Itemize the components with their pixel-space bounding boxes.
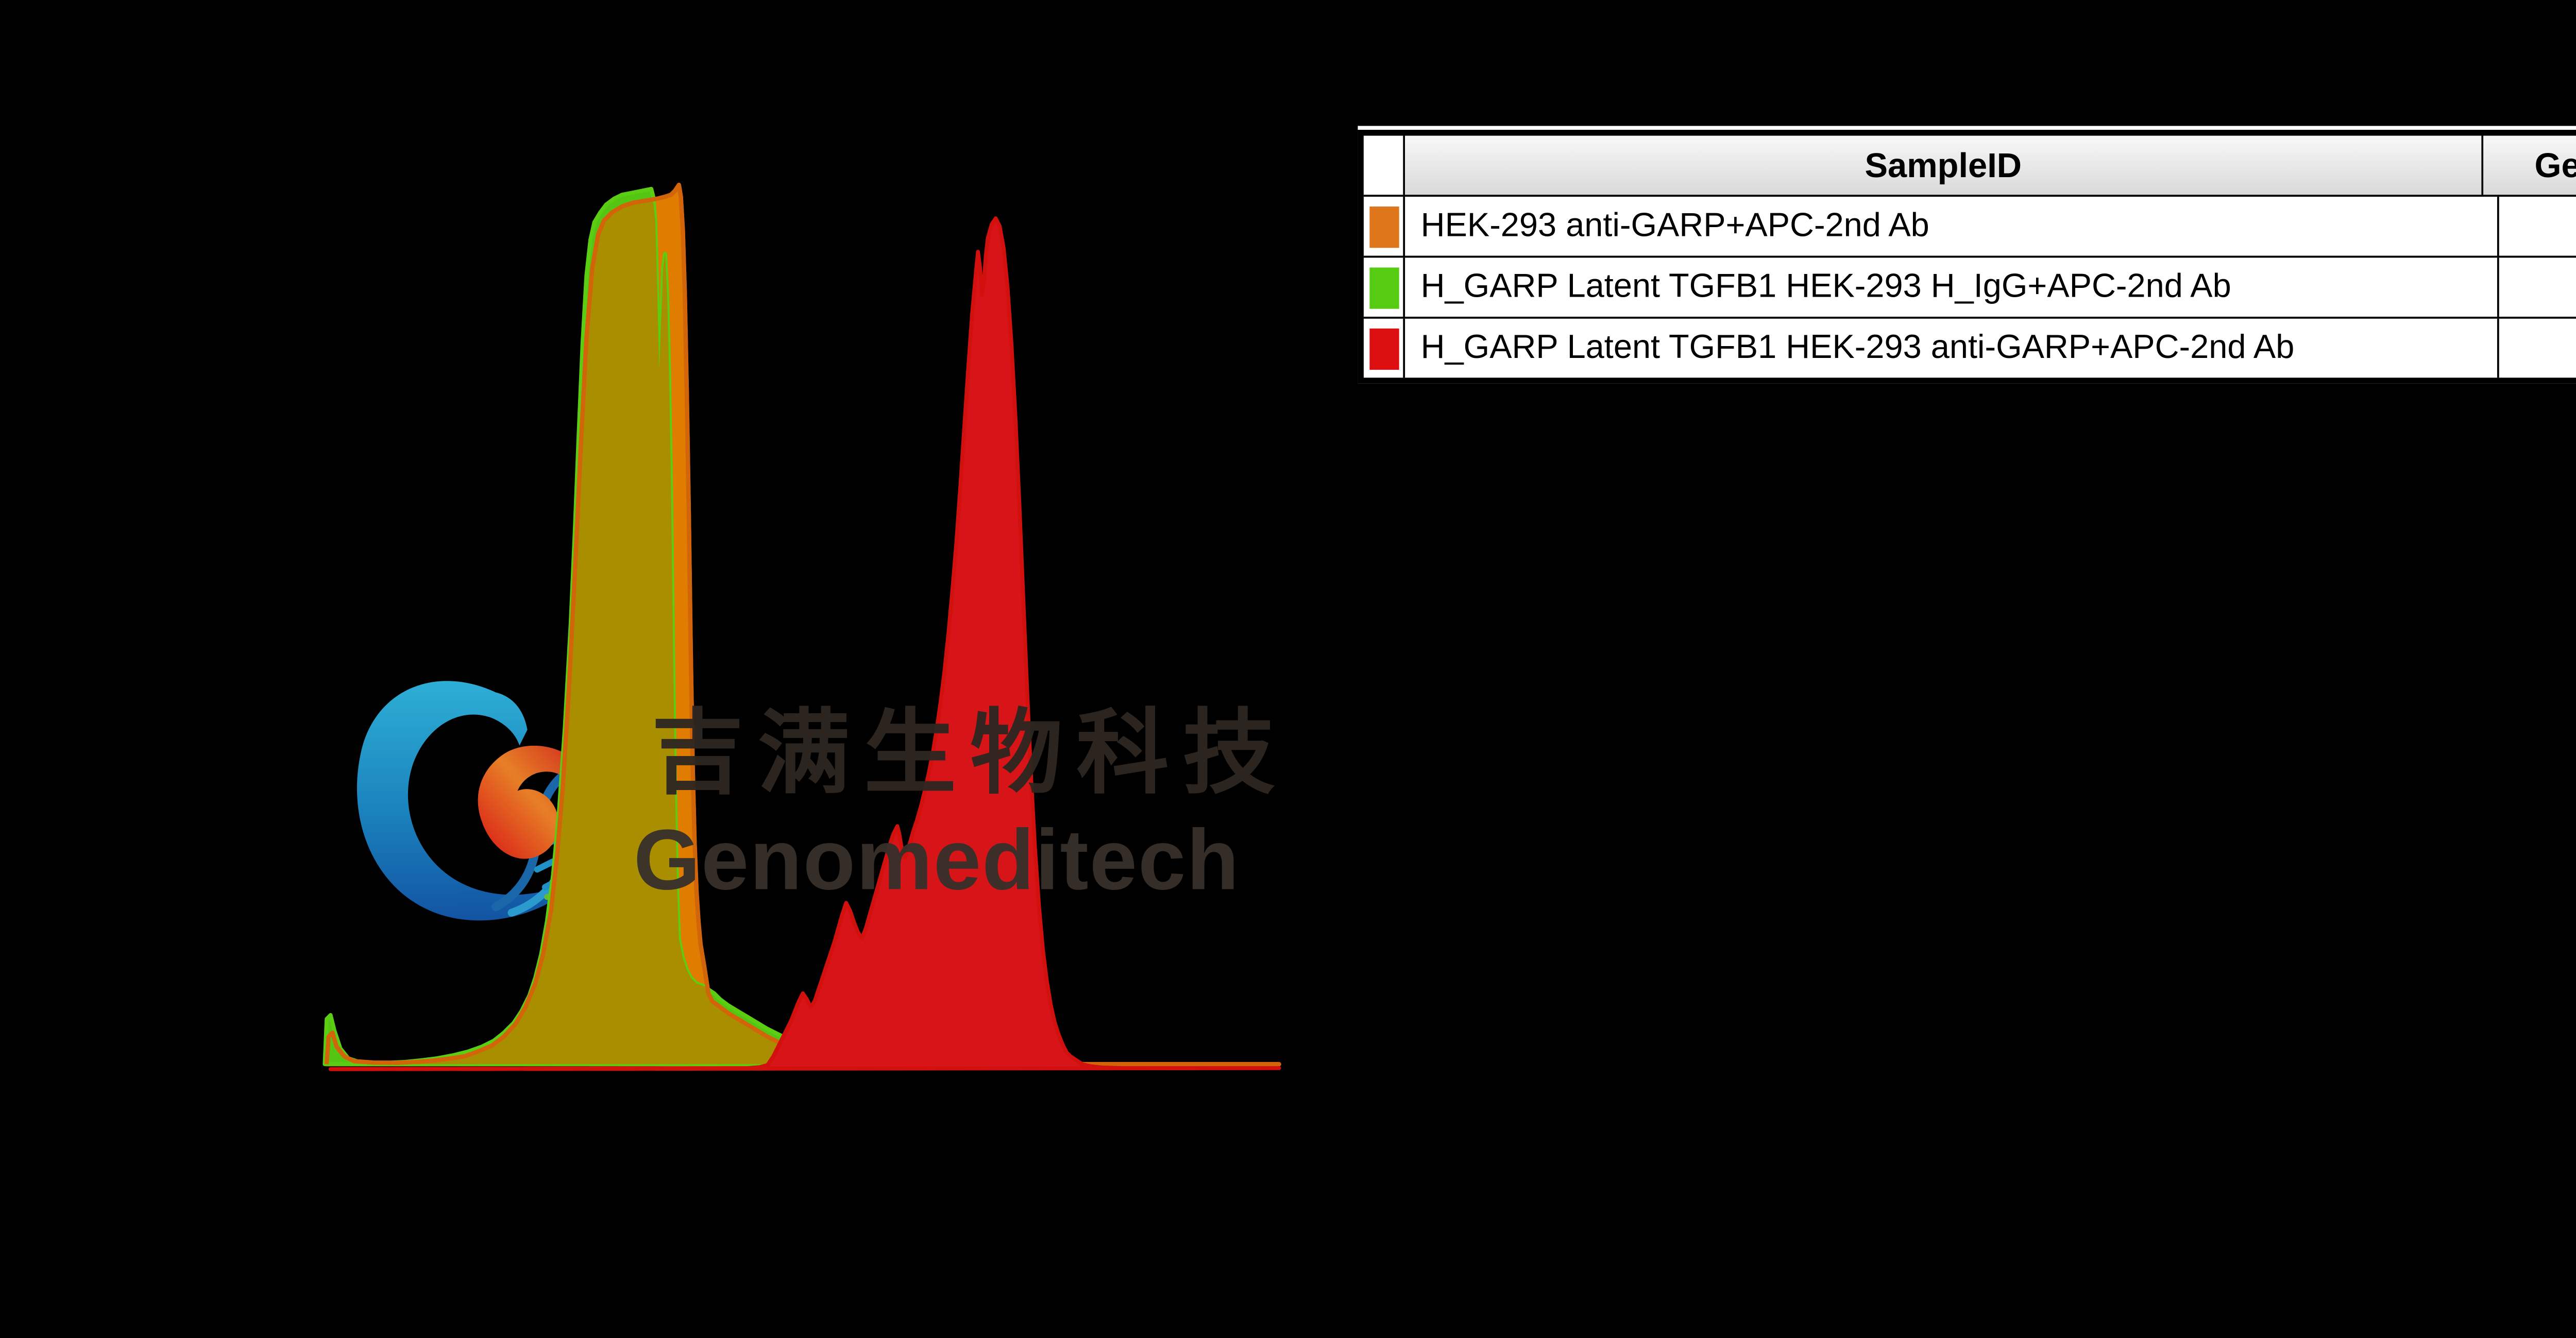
series-color-swatch-orange	[1368, 205, 1398, 247]
swatch-cell	[1364, 258, 1405, 317]
table-row: H_GARP Latent TGFB1 HEK-293 anti-GARP+AP…	[1363, 316, 2576, 378]
table-row: H_GARP Latent TGFB1 HEK-293 H_IgG+APC-2n…	[1363, 255, 2576, 317]
watermark-cjk-text: 吉满生物科技	[651, 701, 1289, 805]
statistics-table: SampleID Geometric Mean : R675-H HEK-293…	[1358, 130, 2576, 384]
sample-id-cell: HEK-293 anti-GARP+APC-2nd Ab	[1405, 196, 2499, 256]
sample-id-cell: H_GARP Latent TGFB1 HEK-293 anti-GARP+AP…	[1405, 318, 2499, 378]
geometric-mean-cell: 5637	[2499, 197, 2576, 256]
header-sample-id: SampleID	[1405, 135, 2484, 195]
geometric-mean-cell: 6.87E5	[2499, 319, 2576, 378]
histogram-orange-hek293-control	[324, 182, 1281, 1067]
swatch-cell	[1364, 318, 1405, 378]
histogram-layers	[323, 182, 1281, 1071]
series-color-swatch-green	[1368, 266, 1398, 308]
table-header-row: SampleID Geometric Mean : R675-H	[1363, 135, 2576, 195]
watermark-text: 吉满生物科技 Genomeditech	[634, 701, 1289, 907]
header-geometric-mean: Geometric Mean : R675-H	[2483, 135, 2576, 195]
histogram-overlap-fill	[405, 198, 886, 1065]
histogram-orange-outline-restroke	[324, 182, 1279, 1067]
sample-id-cell: H_GARP Latent TGFB1 HEK-293 H_IgG+APC-2n…	[1405, 258, 2499, 317]
swatch-cell	[1364, 196, 1405, 256]
watermark-latin-text: Genomeditech	[634, 812, 1240, 907]
logo-flame	[478, 745, 579, 859]
logo-blue-swirl	[357, 681, 583, 921]
series-color-swatch-red	[1368, 327, 1398, 369]
legend-table: SampleID Geometric Mean : R675-H HEK-293…	[1358, 126, 2576, 384]
histogram-red-antigarp-positive	[328, 216, 1281, 1071]
geometric-mean-cell: 4767	[2499, 258, 2576, 317]
header-swatch-column	[1363, 135, 1405, 195]
table-top-strip	[1358, 126, 2576, 130]
table-row: HEK-293 anti-GARP+APC-2nd Ab 5637	[1363, 195, 2576, 256]
